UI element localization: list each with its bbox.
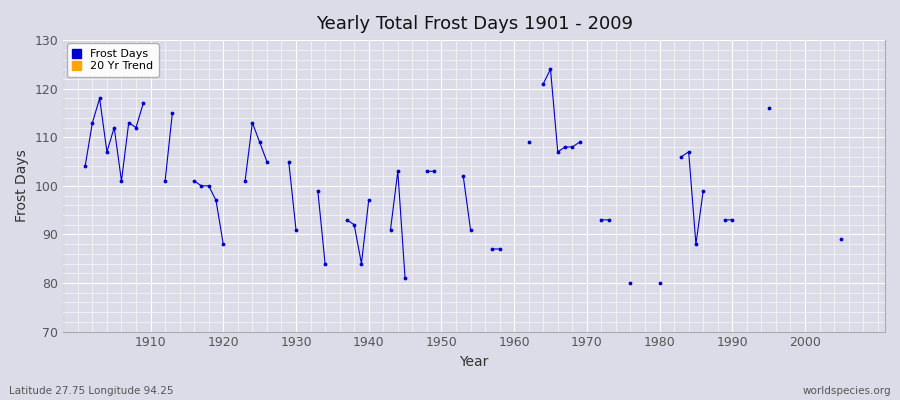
Point <box>521 139 535 145</box>
Point <box>492 246 507 252</box>
Title: Yearly Total Frost Days 1901 - 2009: Yearly Total Frost Days 1901 - 2009 <box>316 15 633 33</box>
Point <box>238 178 252 184</box>
Point <box>427 168 441 174</box>
Point <box>688 241 703 247</box>
Point <box>122 120 136 126</box>
Point <box>594 217 608 223</box>
Point <box>78 163 93 170</box>
Point <box>166 110 180 116</box>
Point <box>601 217 616 223</box>
Point <box>202 183 216 189</box>
Point <box>485 246 500 252</box>
Y-axis label: Frost Days: Frost Days <box>15 150 29 222</box>
Point <box>558 144 572 150</box>
Point <box>282 158 296 165</box>
Point <box>551 149 565 155</box>
Point <box>158 178 172 184</box>
Legend: Frost Days, 20 Yr Trend: Frost Days, 20 Yr Trend <box>67 44 158 77</box>
Point <box>252 139 266 145</box>
Point <box>398 275 412 281</box>
Point <box>761 105 776 111</box>
Point <box>310 188 325 194</box>
Point <box>572 139 587 145</box>
Point <box>136 100 150 106</box>
Point <box>544 66 558 72</box>
Point <box>652 280 667 286</box>
Point <box>624 280 638 286</box>
Point <box>86 120 100 126</box>
Point <box>129 124 143 131</box>
Point <box>187 178 202 184</box>
Point <box>107 124 122 131</box>
Point <box>100 149 114 155</box>
Point <box>114 178 129 184</box>
Point <box>245 120 259 126</box>
X-axis label: Year: Year <box>460 355 489 369</box>
Point <box>383 226 398 233</box>
Point <box>565 144 580 150</box>
Point <box>718 217 733 223</box>
Point <box>355 260 369 267</box>
Text: Latitude 27.75 Longitude 94.25: Latitude 27.75 Longitude 94.25 <box>9 386 174 396</box>
Point <box>339 217 354 223</box>
Point <box>536 81 551 87</box>
Point <box>674 154 688 160</box>
Point <box>419 168 434 174</box>
Point <box>696 188 710 194</box>
Point <box>362 197 376 204</box>
Point <box>456 173 471 179</box>
Point <box>318 260 332 267</box>
Point <box>209 197 223 204</box>
Point <box>725 217 740 223</box>
Point <box>289 226 303 233</box>
Point <box>834 236 849 242</box>
Point <box>681 149 696 155</box>
Point <box>216 241 230 247</box>
Point <box>347 222 362 228</box>
Point <box>260 158 274 165</box>
Point <box>93 95 107 102</box>
Text: worldspecies.org: worldspecies.org <box>803 386 891 396</box>
Point <box>391 168 405 174</box>
Point <box>194 183 209 189</box>
Point <box>464 226 478 233</box>
